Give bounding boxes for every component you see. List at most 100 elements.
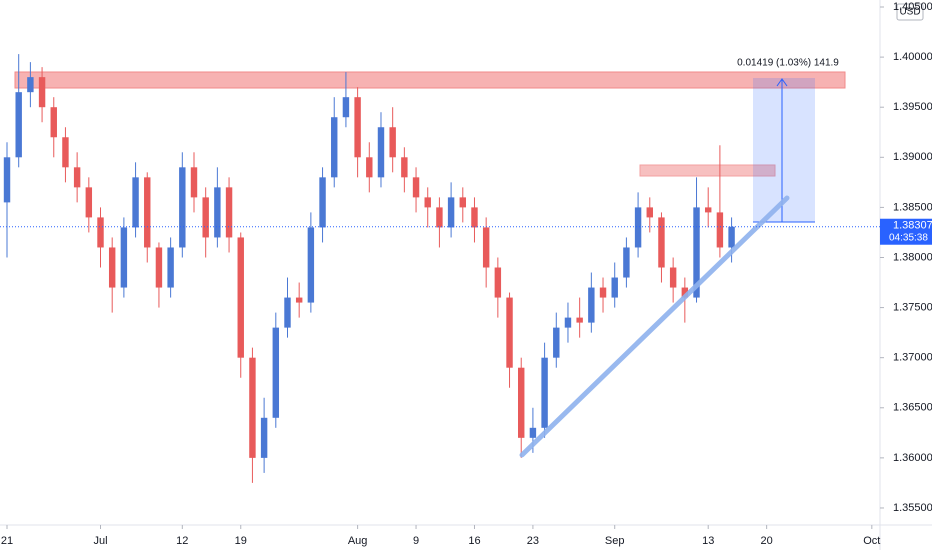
candle-body: [377, 127, 385, 178]
countdown-label: 04:35:38: [889, 232, 928, 243]
candle-body: [179, 167, 186, 248]
candle-body: [214, 187, 221, 238]
y-tick-label: 1.38000: [893, 251, 932, 263]
candle-body: [73, 167, 81, 188]
candle-body: [120, 227, 128, 288]
candle-body: [646, 207, 653, 218]
candle-body: [389, 127, 396, 158]
candle-body: [728, 226, 735, 248]
candle-body: [319, 177, 326, 228]
candle-body: [634, 207, 642, 248]
candle-body: [564, 317, 572, 328]
candle-body: [506, 297, 513, 368]
candle-body: [424, 197, 431, 208]
resistance-zone: [14, 71, 846, 89]
candle-body: [3, 157, 11, 203]
x-tick-label: Jul: [93, 535, 107, 547]
candle-body: [553, 327, 560, 358]
candle-body: [669, 267, 677, 288]
candle-body: [599, 287, 607, 298]
candle-body: [62, 137, 69, 168]
measure-arrowhead: [776, 78, 788, 87]
candle-body: [155, 247, 163, 288]
candle-body: [307, 227, 315, 303]
trendline: [519, 195, 790, 458]
candle-body: [704, 207, 712, 213]
candle-body: [576, 317, 583, 323]
candle-body: [494, 267, 502, 298]
candle-body: [190, 167, 198, 198]
y-tick-label: 1.40000: [893, 51, 932, 63]
y-tick-label: 1.35500: [893, 502, 932, 514]
candle-body: [27, 77, 34, 93]
candle-body: [459, 197, 467, 208]
x-tick-label: Aug: [348, 535, 368, 547]
y-tick-label: 1.40500: [893, 1, 932, 13]
y-tick-label: 1.38500: [893, 201, 932, 213]
candle-body: [436, 207, 443, 228]
candle-body: [38, 77, 46, 108]
x-tick-label: 20: [761, 535, 773, 547]
candle-body: [482, 227, 490, 268]
candle-body: [50, 107, 57, 138]
x-tick-label: 9: [413, 535, 419, 547]
last-price-label: 1.38307: [893, 220, 932, 232]
candle-body: [471, 207, 478, 228]
y-tick-label: 1.39500: [893, 101, 932, 113]
candle-body: [295, 297, 303, 303]
last-price-tag: [880, 218, 932, 245]
x-tick-label: 16: [468, 535, 480, 547]
candle-body: [97, 217, 104, 248]
y-tick-label: 1.37500: [893, 301, 932, 313]
candle-body: [15, 92, 22, 158]
candle-body: [529, 427, 537, 438]
y-tick-label: 1.39000: [893, 151, 932, 163]
candle-body: [447, 197, 455, 228]
measure-label-box: [738, 55, 838, 71]
candle-body: [658, 217, 665, 268]
candle-body: [412, 177, 420, 198]
minor-zone: [639, 164, 776, 177]
candle-body: [284, 297, 291, 328]
candle-body: [366, 157, 373, 178]
candle-body: [623, 247, 630, 278]
candle-body: [693, 207, 700, 298]
candle-body: [611, 277, 618, 298]
candle-body: [716, 212, 724, 248]
candle-body: [225, 187, 233, 238]
candle-body: [108, 247, 116, 288]
candle-body: [401, 157, 408, 178]
x-tick-label: 23: [527, 535, 539, 547]
candle-body: [518, 367, 525, 438]
candle-body: [249, 357, 256, 458]
candle-body: [132, 177, 139, 228]
x-tick-label: Oct: [863, 535, 880, 547]
x-tick-label: Sep: [605, 535, 625, 547]
currency-box: [896, 3, 924, 21]
y-tick-label: 1.36000: [893, 452, 932, 464]
y-tick-label: 1.37000: [893, 352, 932, 364]
candle-body: [681, 287, 689, 298]
candle-body: [354, 97, 361, 158]
candle-body: [260, 417, 268, 458]
candle-body: [342, 97, 350, 118]
candle-body: [588, 287, 595, 323]
x-tick-label: 12: [176, 535, 188, 547]
candle-body: [85, 187, 93, 218]
x-tick-label: 13: [702, 535, 714, 547]
candle-body: [167, 247, 174, 288]
candle-body: [272, 327, 280, 418]
measure-label: 0.01419 (1.03%) 141.9: [737, 58, 839, 69]
x-tick-label: 19: [235, 535, 247, 547]
candle-body: [144, 177, 151, 248]
candle-body: [237, 237, 244, 358]
candle-body: [541, 357, 548, 428]
candle-body: [331, 117, 338, 178]
drawings-under: [14, 71, 846, 223]
currency: USD: [899, 7, 920, 18]
y-tick-label: 1.36500: [893, 402, 932, 414]
candle-body: [202, 197, 209, 238]
x-tick-label: 21: [1, 535, 13, 547]
